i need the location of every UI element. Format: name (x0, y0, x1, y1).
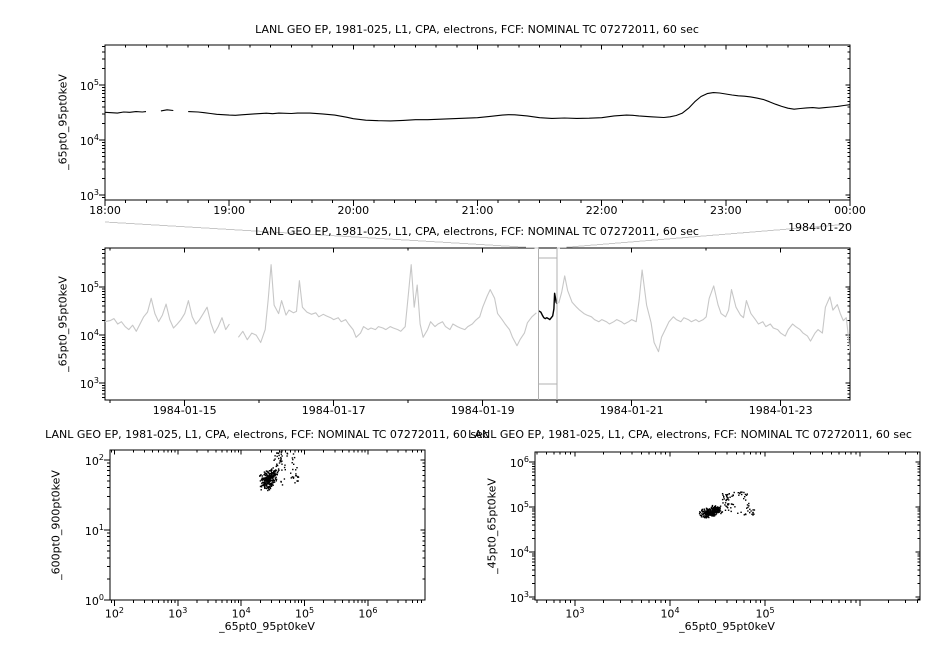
y-tick-label: 105 (79, 280, 99, 295)
zoom-connector-right (557, 223, 851, 249)
x-tick-label: 1984-01-19 (450, 404, 515, 417)
x-tick-label: 21:00 (461, 204, 494, 217)
x-tick-label: 103 (565, 606, 585, 621)
x-tick-label: 103 (168, 606, 188, 621)
x-tick-label: 104 (660, 606, 680, 621)
x-tick-label: 104 (231, 606, 251, 621)
y-tick-label: 101 (84, 523, 104, 538)
x-tick-label: 22:00 (585, 204, 618, 217)
y-axis-label-zoom: _65pt0_95pt0keV (56, 74, 70, 170)
x-tick-label: 00:00 (834, 204, 866, 217)
scatter-points-scatter-45-65-vs-65-95 (698, 491, 756, 519)
x-tick-label: 105 (295, 606, 315, 621)
y-axis-label-scatter-right: _45pt0_65pt0keV (485, 478, 499, 574)
y-axis-label-scatter-left: _600pt0_900pt0keV (49, 470, 63, 580)
x-tick-label: 19:00 (213, 204, 246, 217)
context-date-label: 1984-01-20 (788, 221, 852, 234)
series-zoom-data (105, 92, 850, 122)
x-tick-label: 1984-01-17 (301, 404, 366, 417)
y-tick-label: 103 (79, 188, 99, 203)
zoom-connector-left (104, 221, 539, 249)
y-tick-label: 100 (84, 593, 104, 608)
x-tick-label: 102 (104, 606, 124, 621)
scatter-points-scatter-600-900-vs-65-95 (259, 450, 300, 492)
series-context-data (105, 264, 850, 353)
x-axis-label-scatter-right: _65pt0_95pt0keV (679, 620, 775, 633)
x-tick-label: 1984-01-15 (152, 404, 217, 417)
series-highlight-data (538, 292, 558, 321)
y-axis-label-context: _65pt0_95pt0keV (56, 276, 70, 372)
y-tick-label: 103 (509, 590, 529, 605)
x-tick-label: 23:00 (709, 204, 742, 217)
y-tick-label: 103 (79, 376, 99, 391)
panel-title-scatter-left: LANL GEO EP, 1981-025, L1, CPA, electron… (45, 428, 489, 441)
x-tick-label: 105 (755, 606, 775, 621)
y-tick-label: 102 (84, 452, 104, 468)
panel-title-scatter-right: LANL GEO EP, 1981-025, L1, CPA, electron… (468, 428, 912, 441)
x-tick-label: 1984-01-21 (599, 404, 664, 417)
panel-title-zoom: LANL GEO EP, 1981-025, L1, CPA, electron… (255, 23, 699, 36)
axis-box-context-overview-timeseries[interactable] (104, 247, 851, 401)
y-tick-label: 104 (79, 133, 99, 148)
y-tick-label: 105 (79, 78, 99, 93)
axis-box-scatter-600-900-vs-65-95[interactable] (109, 449, 426, 601)
y-tick-label: 104 (79, 328, 99, 343)
y-tick-label: 104 (509, 545, 529, 560)
panel-title-context: LANL GEO EP, 1981-025, L1, CPA, electron… (255, 225, 699, 238)
x-axis-label-scatter-left: _65pt0_95pt0keV (219, 620, 315, 633)
x-tick-label: 1984-01-23 (748, 404, 813, 417)
x-tick-label: 18:00 (89, 204, 121, 217)
x-tick-label: 106 (358, 606, 378, 621)
y-tick-label: 106 (509, 455, 529, 470)
y-tick-label: 105 (509, 500, 529, 515)
x-tick-label: 20:00 (337, 204, 370, 217)
